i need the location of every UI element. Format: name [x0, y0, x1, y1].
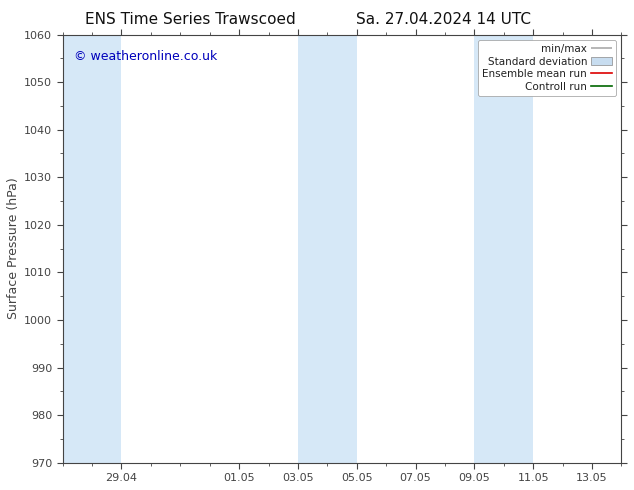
Text: Sa. 27.04.2024 14 UTC: Sa. 27.04.2024 14 UTC	[356, 12, 531, 27]
Bar	[63, 35, 122, 463]
Y-axis label: Surface Pressure (hPa): Surface Pressure (hPa)	[7, 178, 20, 319]
Bar	[474, 35, 533, 463]
Text: © weatheronline.co.uk: © weatheronline.co.uk	[74, 49, 217, 63]
Text: ENS Time Series Trawscoed: ENS Time Series Trawscoed	[85, 12, 295, 27]
Bar	[298, 35, 357, 463]
Legend: min/max, Standard deviation, Ensemble mean run, Controll run: min/max, Standard deviation, Ensemble me…	[478, 40, 616, 96]
